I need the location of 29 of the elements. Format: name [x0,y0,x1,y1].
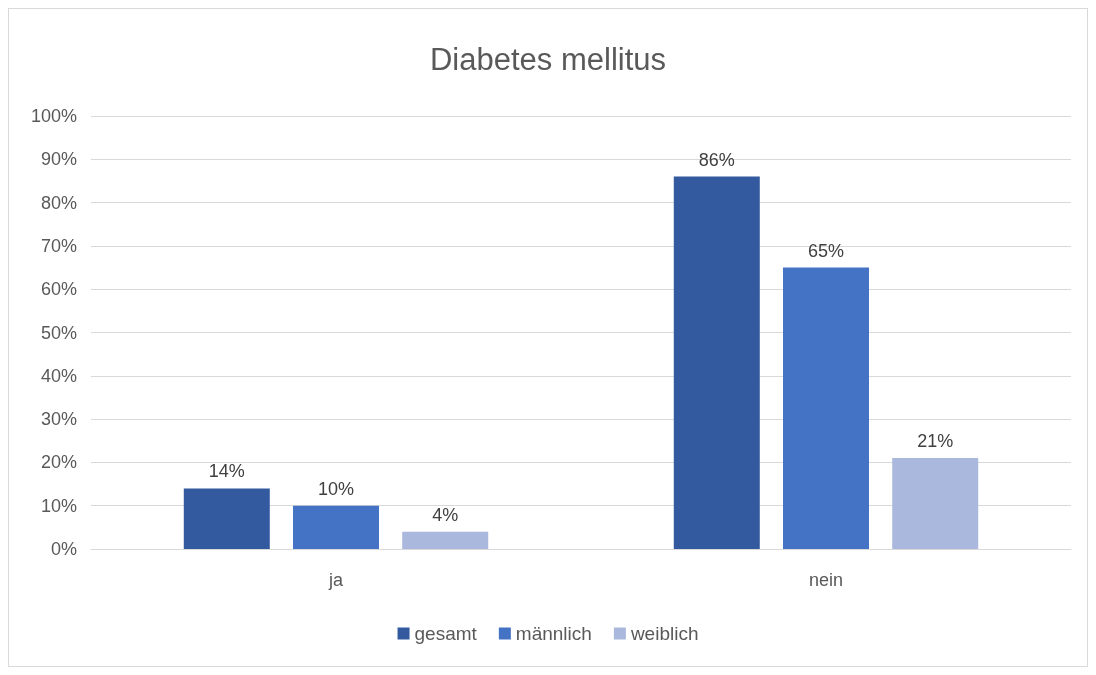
y-tick-label: 40% [40,365,77,386]
data-label: 65% [807,240,845,261]
bar [783,267,869,549]
y-tick-label: 90% [40,149,77,170]
x-tick-label: ja [327,570,344,590]
data-label: 86% [698,149,735,170]
y-tick-label: 100% [30,106,77,126]
chart-title: Diabetes mellitus [429,42,667,77]
y-tick-label: 30% [40,409,77,430]
data-label: 10% [317,478,355,499]
x-tick-label: nein [808,570,844,590]
bar [892,458,979,549]
y-tick-label: 70% [40,235,77,256]
legend-label: weiblich [629,623,699,644]
legend-label: männlich [515,623,592,644]
bar [293,505,379,549]
y-tick-label: 80% [40,192,77,213]
y-tick-label: 0% [50,539,77,559]
data-label: 21% [917,431,954,452]
bar [673,176,760,549]
y-tick-label: 10% [40,495,77,516]
y-tick-label: 20% [40,452,77,473]
data-label: 14% [208,461,245,482]
legend-label: gesamt [414,623,478,644]
bar [402,531,489,549]
y-tick-label: 50% [40,322,77,343]
data-label: 4% [432,504,459,525]
y-tick-label: 60% [40,279,77,300]
bar [183,488,270,549]
